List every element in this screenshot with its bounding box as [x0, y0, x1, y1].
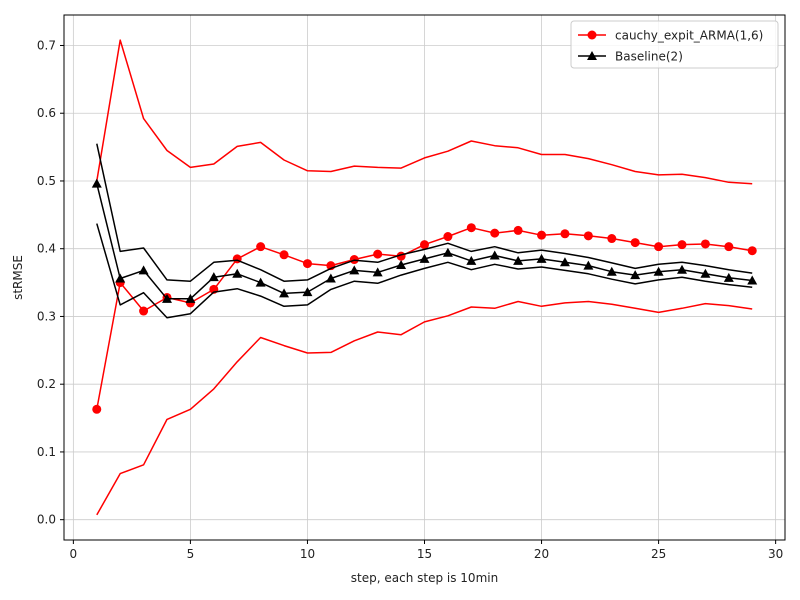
data-point — [583, 231, 593, 241]
series-4 — [96, 143, 753, 282]
data-point — [372, 267, 383, 277]
x-axis-label: step, each step is 10min — [351, 571, 498, 585]
data-point — [420, 240, 429, 250]
data-point — [630, 238, 640, 248]
series-group — [91, 39, 758, 516]
data-point — [115, 273, 126, 283]
data-point — [138, 265, 149, 275]
y-tick-label: 0.4 — [37, 242, 56, 256]
data-point — [513, 225, 523, 235]
data-point — [654, 242, 664, 252]
series-1 — [96, 39, 753, 185]
x-tick-label: 5 — [187, 547, 195, 561]
data-point — [91, 178, 102, 188]
data-point — [537, 230, 547, 240]
legend: cauchy_expit_ARMA(1,6) Baseline(2) — [570, 20, 779, 69]
x-tick-label: 0 — [70, 547, 78, 561]
y-axis-label: stRMSE — [11, 255, 25, 300]
data-point — [559, 257, 570, 267]
data-point — [255, 277, 266, 287]
data-point — [560, 229, 570, 239]
legend-box — [570, 20, 779, 69]
series-5 — [96, 223, 753, 319]
data-point — [349, 265, 360, 275]
data-point — [279, 288, 290, 298]
x-tick-label: 30 — [768, 547, 783, 561]
grid — [64, 15, 785, 540]
data-point — [677, 264, 687, 274]
series-3 — [91, 178, 758, 303]
axis-ticks: 0 5 10 15 20 25 30 0.0 0.1 0.2 0.3 0.4 0.5 0.6 0.7 — [37, 38, 783, 561]
series-2 — [96, 300, 753, 516]
data-point — [700, 239, 710, 249]
data-point — [677, 240, 687, 250]
x-tick-label: 20 — [534, 547, 549, 561]
series-line — [96, 300, 753, 516]
y-tick-label: 0.6 — [37, 106, 56, 120]
data-point — [653, 266, 664, 276]
data-point — [630, 270, 641, 280]
y-tick-label: 0.0 — [37, 513, 56, 527]
y-tick-label: 0.5 — [37, 174, 56, 188]
data-point — [419, 253, 430, 263]
data-point — [139, 306, 149, 316]
data-point — [396, 259, 407, 269]
data-point — [373, 249, 383, 259]
data-point — [443, 232, 453, 242]
legend-label-cauchy: cauchy_expit_ARMA(1,6) — [615, 29, 763, 43]
series-line — [96, 223, 753, 319]
data-point — [606, 266, 617, 276]
series-line — [96, 39, 753, 185]
legend-swatch-marker-black — [587, 51, 597, 60]
data-point — [513, 255, 524, 265]
x-tick-label: 10 — [300, 547, 315, 561]
data-point — [466, 223, 476, 233]
data-point — [208, 272, 219, 282]
y-tick-label: 0.3 — [37, 309, 56, 323]
data-point — [583, 260, 594, 270]
x-tick-label: 25 — [651, 547, 666, 561]
x-tick-label: 15 — [417, 547, 432, 561]
y-tick-label: 0.1 — [37, 445, 56, 459]
data-point — [185, 293, 196, 303]
data-point — [302, 287, 313, 297]
legend-label-baseline: Baseline(2) — [615, 50, 683, 64]
data-point — [256, 242, 266, 252]
data-point — [724, 242, 734, 252]
data-point — [723, 272, 734, 282]
data-point — [607, 234, 617, 244]
series-line — [96, 143, 753, 282]
data-point — [536, 253, 547, 263]
data-point — [92, 404, 102, 414]
data-point — [279, 250, 289, 260]
data-point — [232, 268, 243, 278]
data-point — [490, 228, 500, 238]
data-point — [442, 247, 453, 257]
data-point — [325, 273, 336, 283]
data-point — [700, 268, 711, 278]
data-point — [747, 275, 758, 285]
legend-swatch-marker-red — [587, 30, 597, 40]
y-tick-label: 0.7 — [37, 38, 56, 52]
data-point — [302, 259, 312, 269]
y-tick-label: 0.2 — [37, 377, 56, 391]
data-point — [162, 293, 172, 303]
data-point — [489, 250, 500, 260]
data-point — [466, 255, 477, 265]
data-point — [747, 246, 757, 256]
